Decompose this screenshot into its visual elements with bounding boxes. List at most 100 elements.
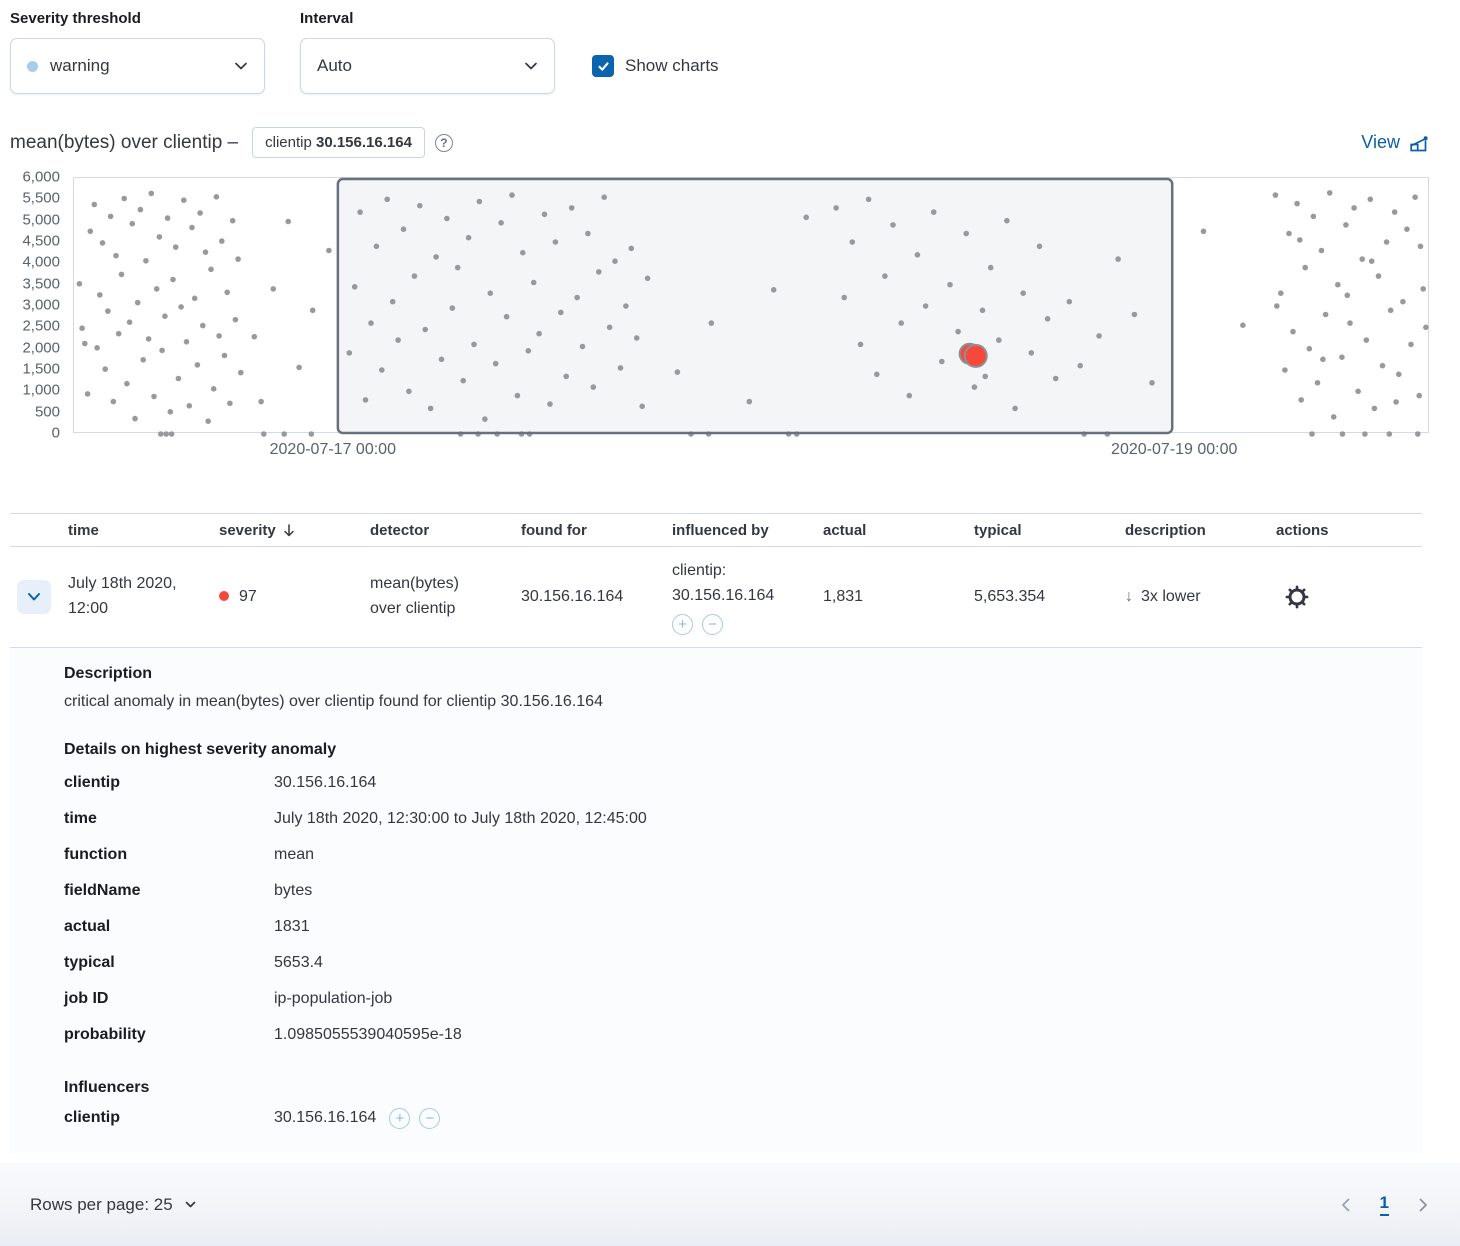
scatter-point (400, 226, 407, 232)
column-header-severity[interactable]: severity (209, 522, 360, 539)
scatter-point (1393, 399, 1399, 405)
scatter-point (76, 281, 83, 287)
detail-field-name: typical (64, 954, 115, 971)
column-header-label: found for (521, 521, 587, 539)
scatter-point (229, 217, 236, 224)
column-header-label: time (68, 521, 99, 539)
severity-threshold-select[interactable]: warning (10, 38, 265, 94)
scatter-point (151, 393, 157, 400)
scatter-point (1274, 303, 1280, 309)
scatter-point (110, 398, 117, 405)
scatter-point (746, 398, 753, 405)
scatter-point (97, 292, 103, 298)
scatter-point (579, 343, 586, 350)
time-selection-brush-border[interactable] (336, 177, 1174, 435)
detail-field-value: 5653.4 (274, 954, 323, 971)
scatter-point (194, 362, 201, 368)
scatter-point (1200, 228, 1207, 235)
scatter-point (674, 369, 681, 375)
scatter-point (205, 418, 211, 424)
description-text: 3x lower (1141, 588, 1201, 605)
view-link[interactable]: View (1361, 132, 1430, 153)
scatter-point (987, 264, 994, 271)
filter-for-icon[interactable]: + (672, 613, 693, 635)
show-charts-label: Show charts (625, 56, 719, 75)
scatter-plot-svg[interactable] (74, 177, 1430, 437)
column-header-label: severity (219, 521, 276, 539)
detail-row: job ID ip-population-job (64, 981, 1402, 1017)
scatter-point (113, 252, 119, 259)
rows-per-page-button[interactable]: Rows per page: 25 (30, 1195, 198, 1215)
column-header-found-for[interactable]: found for (511, 522, 662, 539)
scatter-point (849, 239, 856, 245)
column-header-influenced-by[interactable]: influenced by (662, 522, 813, 539)
scatter-point (384, 196, 391, 203)
column-header-label: actual (823, 521, 867, 539)
next-page-icon[interactable] (1416, 1197, 1430, 1213)
scatter-point (308, 431, 315, 437)
scatter-point (1417, 243, 1424, 250)
severity-threshold-group: Severity threshold warning (10, 10, 265, 94)
scatter-point (963, 230, 969, 237)
detail-row: function mean (64, 837, 1402, 873)
scatter-point (433, 254, 439, 260)
scatter-point (153, 286, 160, 292)
scatter-point (1404, 226, 1410, 232)
scatter-point (1298, 397, 1304, 403)
column-header-detector[interactable]: detector (360, 522, 511, 539)
scatter-point (183, 339, 190, 345)
y-axis-tick-label: 1,500 (22, 360, 60, 378)
scatter-point (181, 197, 187, 203)
severity-threshold-label: Severity threshold (10, 10, 141, 27)
filter-out-icon[interactable]: − (702, 613, 723, 635)
table-footer: Rows per page: 25 1 (0, 1163, 1460, 1246)
show-charts-checkbox[interactable]: Show charts (592, 55, 719, 77)
scatter-point (178, 304, 184, 310)
checkbox-checked-icon (592, 55, 614, 77)
scatter-point (107, 213, 114, 220)
scatter-point (1282, 367, 1288, 373)
help-icon[interactable]: ? (434, 133, 453, 152)
scatter-point (465, 234, 472, 241)
table-header-row: time severity detector found for influen… (10, 513, 1422, 547)
scatter-point (1400, 298, 1406, 305)
scatter-point (606, 324, 613, 331)
scatter-point (346, 350, 353, 356)
scatter-point (558, 309, 564, 316)
scatter-point (857, 341, 864, 348)
entity-badge: clientip 30.156.16.164 (252, 127, 425, 158)
scatter-point (1066, 298, 1073, 305)
y-axis-tick-label: 5,500 (22, 189, 60, 207)
scatter-point (1240, 322, 1246, 328)
scatter-point (216, 333, 222, 339)
previous-page-icon[interactable] (1339, 1197, 1353, 1213)
filter-out-icon[interactable]: − (419, 1107, 441, 1129)
influencer-field: clientip: (672, 562, 727, 580)
anomaly-scatter-chart[interactable] (73, 177, 1430, 437)
scatter-point (444, 215, 450, 222)
scatter-point (552, 239, 559, 245)
scatter-point (623, 303, 629, 309)
scatter-point (1012, 405, 1018, 412)
scatter-point (536, 330, 542, 337)
column-header-actual[interactable]: actual (813, 522, 964, 539)
anomaly-table-row: July 18th 2020, 12:00 97 mean(bytes) ove… (10, 547, 1422, 648)
column-header-time[interactable]: time (58, 522, 209, 539)
interval-select[interactable]: Auto (300, 38, 555, 94)
scatter-point (1004, 217, 1010, 224)
column-header-description[interactable]: description (1115, 522, 1266, 539)
scatter-point (639, 403, 645, 410)
column-header-actions: actions (1266, 522, 1406, 539)
scatter-point (126, 319, 133, 325)
time-selection-brush-fill[interactable] (337, 179, 1173, 433)
scatter-point (208, 266, 214, 273)
scatter-point (210, 386, 217, 392)
page-number-1[interactable]: 1 (1379, 1193, 1389, 1216)
scatter-point (955, 328, 961, 335)
filter-for-icon[interactable]: + (389, 1107, 411, 1129)
column-header-typical[interactable]: typical (964, 522, 1115, 539)
scatter-point (357, 209, 363, 215)
anomaly-marker[interactable] (963, 343, 988, 368)
gear-icon[interactable] (1284, 584, 1310, 610)
collapse-row-button[interactable] (17, 580, 51, 614)
